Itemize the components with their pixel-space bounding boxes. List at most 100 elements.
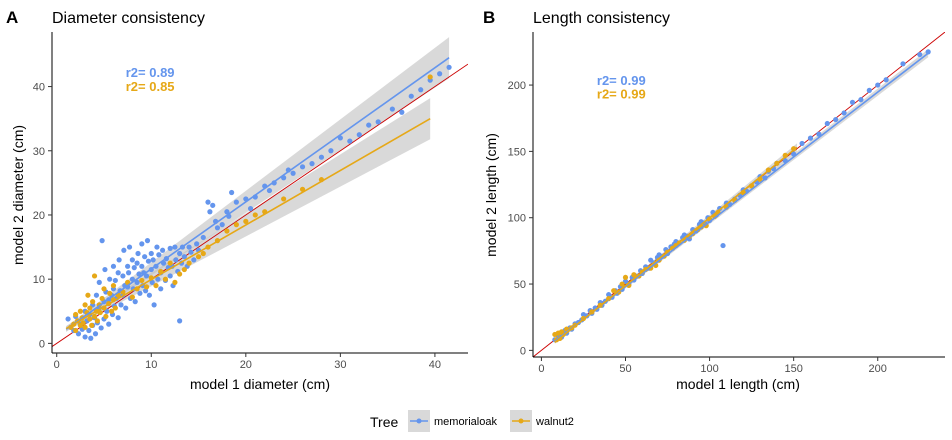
panel-a-point-walnut2 [110,282,117,289]
panel-a-point-memorialoak [145,258,152,264]
panel-a-point-memorialoak [126,244,133,250]
panel-a-point-memorialoak [129,257,135,263]
panel-a-point-memorialoak [299,164,306,170]
panel-a-point-memorialoak [200,234,206,241]
panel-b-point-memorialoak [816,131,822,137]
panel-a-point-walnut2 [139,277,145,284]
panel-a-point-memorialoak [110,263,117,269]
panel-a-point-memorialoak [115,270,121,276]
panel-a-point-memorialoak [106,321,112,327]
panel-a-point-memorialoak [266,187,273,194]
panel-a-point-memorialoak [158,286,164,292]
panel-b-point-walnut2 [619,281,625,287]
panel-a-x-tick-label: 0 [54,359,60,371]
panel-b-point-memorialoak [807,135,814,141]
panel-a-point-memorialoak [131,265,137,271]
legend-title: Tree [370,414,398,430]
panel-a-point-memorialoak [134,260,140,266]
panel-a-y-tick-label: 10 [33,274,45,286]
panel-a-point-memorialoak [309,161,315,167]
panel-a-reference-line [52,63,468,347]
legend-label-walnut2: walnut2 [535,416,574,428]
panel-a-point-walnut2 [129,294,135,300]
panel-a-point-memorialoak [102,266,108,273]
panel-a-point-memorialoak [207,209,213,215]
panel-a-point-memorialoak [86,327,92,334]
panel-a-point-memorialoak [146,292,152,298]
panel-a-point-memorialoak [82,334,88,340]
panel-a-fit-line-walnut2 [65,117,431,330]
panel-a-point-walnut2 [108,308,115,314]
panel-a-point-memorialoak [143,273,150,279]
panel-b-r2-label-walnut2: r2= 0.99 [597,86,646,101]
panel-a-point-memorialoak [247,205,254,212]
panel-a-point-memorialoak [107,276,113,282]
panel-b-point-memorialoak [900,61,906,67]
panel-a-point-walnut2 [233,222,239,228]
panel-a-point-memorialoak [233,199,239,205]
panel-a-y-tick-label: 20 [33,210,45,222]
panel-a-point-memorialoak [139,241,145,247]
panel-a-point-walnut2 [427,74,433,80]
panel-a-x-tick-label: 30 [334,359,346,371]
panel-a-point-memorialoak [177,250,183,257]
panel-b-point-walnut2 [622,274,629,281]
panel-a-point-memorialoak [446,64,452,70]
panel-a-point-memorialoak [135,250,141,257]
panel-a-point-memorialoak [125,263,131,269]
panel-a-point-memorialoak [194,241,200,247]
panel-b-point-memorialoak [833,116,839,123]
panel-a-x-tick-label: 20 [240,359,252,371]
panel-b-point-walnut2 [631,272,637,278]
panel-a-point-memorialoak [214,225,221,231]
panel-a-point-walnut2 [80,320,86,326]
panel-a-fit-line-memorialoak [65,57,450,330]
panel-a-point-walnut2 [281,196,287,202]
panel-a-point-walnut2 [186,260,192,266]
panel-a-point-memorialoak [88,335,94,341]
panel-a-point-memorialoak [181,254,187,260]
panel-a-point-memorialoak [167,273,173,279]
panel-a-point-walnut2 [224,228,230,234]
panel-b-x-tick-label: 50 [619,363,631,375]
panel-a-point-walnut2 [73,311,79,318]
panel-a-point-walnut2 [299,186,306,192]
panel-a-point-memorialoak [366,122,372,128]
panel-a-point-memorialoak [98,325,104,331]
panel-a-point-memorialoak [156,252,162,258]
panel-b-point-memorialoak [917,51,923,58]
panel-a-point-memorialoak [418,87,424,93]
panel-a-point-memorialoak [191,257,197,263]
panel-b-point-memorialoak [841,110,847,116]
panel-a-point-memorialoak [132,299,138,305]
panel-a-point-walnut2 [90,299,96,305]
panel-a-point-memorialoak [96,279,102,285]
panel-a-x-tick-label: 40 [429,359,441,371]
panel-a-point-walnut2 [89,322,95,328]
panel-a-point-memorialoak [142,254,148,260]
panel-b-letter: B [483,8,495,27]
panel-a-point-memorialoak [399,109,405,115]
panel-a-point-memorialoak [115,315,121,321]
panel-a-point-walnut2 [87,305,93,311]
panel-a-point-memorialoak [93,292,100,298]
panel-a-point-memorialoak [99,238,105,244]
panel-a-point-memorialoak [437,71,443,77]
panel-b-x-tick-label: 100 [700,363,718,375]
panel-a-y-tick-label: 0 [39,338,45,350]
legend: Tree memorialoak walnut2 [370,410,574,432]
panel-a-point-memorialoak [149,279,155,285]
panel-a-point-memorialoak [188,249,194,255]
panel-a-point-memorialoak [137,290,143,296]
panel-a-y-tick-label: 40 [33,82,45,94]
panel-a-point-memorialoak [229,189,235,196]
panel-a-confidence-band-memorialoak [66,37,450,332]
panel-a-point-memorialoak [154,244,160,250]
panel-b-fit-line-walnut2 [554,146,798,344]
panel-a-point-memorialoak [120,273,126,279]
panel-a-point-memorialoak [205,199,211,205]
panel-a-point-walnut2 [94,318,100,324]
panel-b-y-tick-label: 150 [508,146,526,158]
